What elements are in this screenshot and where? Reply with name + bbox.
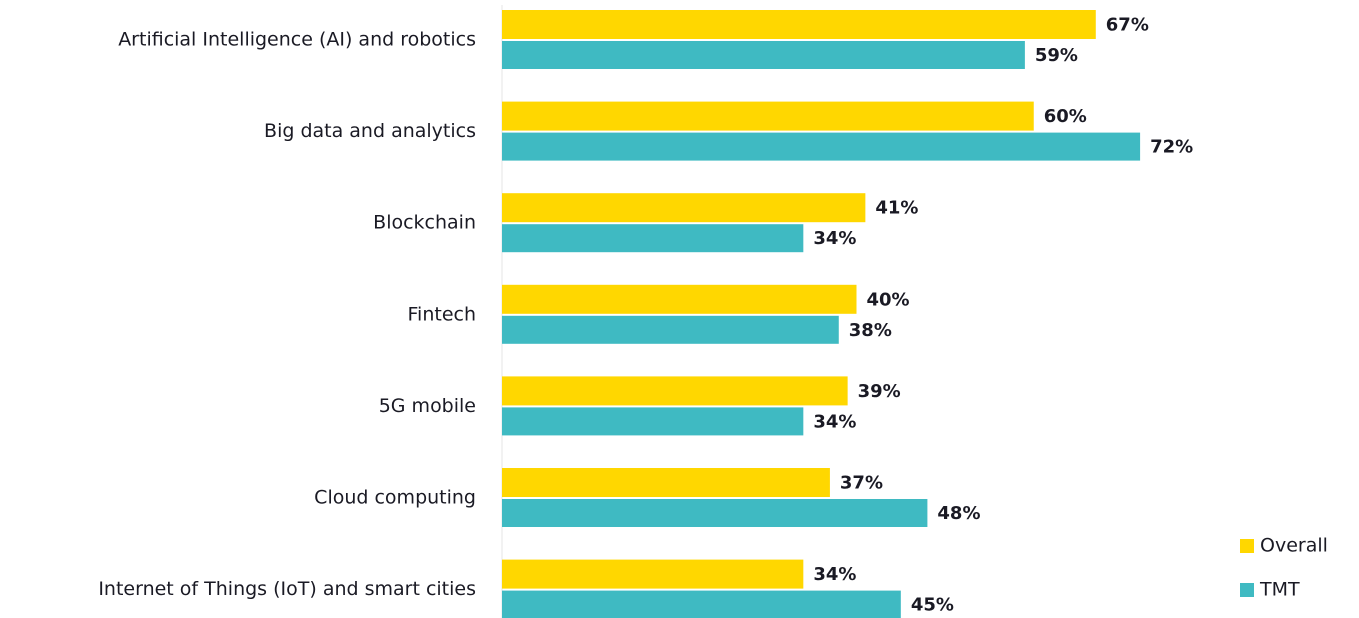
bar [502,101,1034,131]
bar [502,376,848,406]
bar [502,499,928,527]
legend-swatch [1240,583,1254,597]
category-label: Big data and analytics [264,120,476,142]
bar [502,132,1141,161]
value-label: 37% [840,473,883,494]
value-label: 34% [813,564,856,585]
category-label: 5G mobile [379,395,476,417]
bar [502,224,804,253]
value-label: 60% [1044,106,1087,127]
value-label: 59% [1035,45,1078,66]
bar [502,407,804,436]
bar [502,10,1096,39]
bar [502,284,857,314]
category-label: Internet of Things (IoT) and smart citie… [98,578,476,600]
bar [502,193,866,223]
value-label: 72% [1150,137,1193,158]
category-label: Blockchain [373,212,476,234]
value-label: 34% [813,228,856,249]
value-label: 41% [875,198,918,219]
bar [502,468,830,497]
category-label: Artificial Intelligence (AI) and robotic… [118,29,476,51]
value-label: 34% [813,411,856,432]
category-label: Cloud computing [314,487,476,509]
legend-label: Overall [1260,535,1328,557]
bar [502,559,804,589]
value-label: 40% [867,289,910,310]
bar [502,315,839,344]
bar [502,41,1025,69]
value-label: 45% [911,595,954,616]
legend-swatch [1240,539,1254,553]
value-label: 39% [858,381,901,402]
legend-label: TMT [1259,579,1300,601]
value-label: 48% [937,503,980,524]
category-label: Fintech [408,303,477,325]
value-label: 67% [1106,15,1149,36]
bar [502,590,901,618]
value-label: 38% [849,320,892,341]
